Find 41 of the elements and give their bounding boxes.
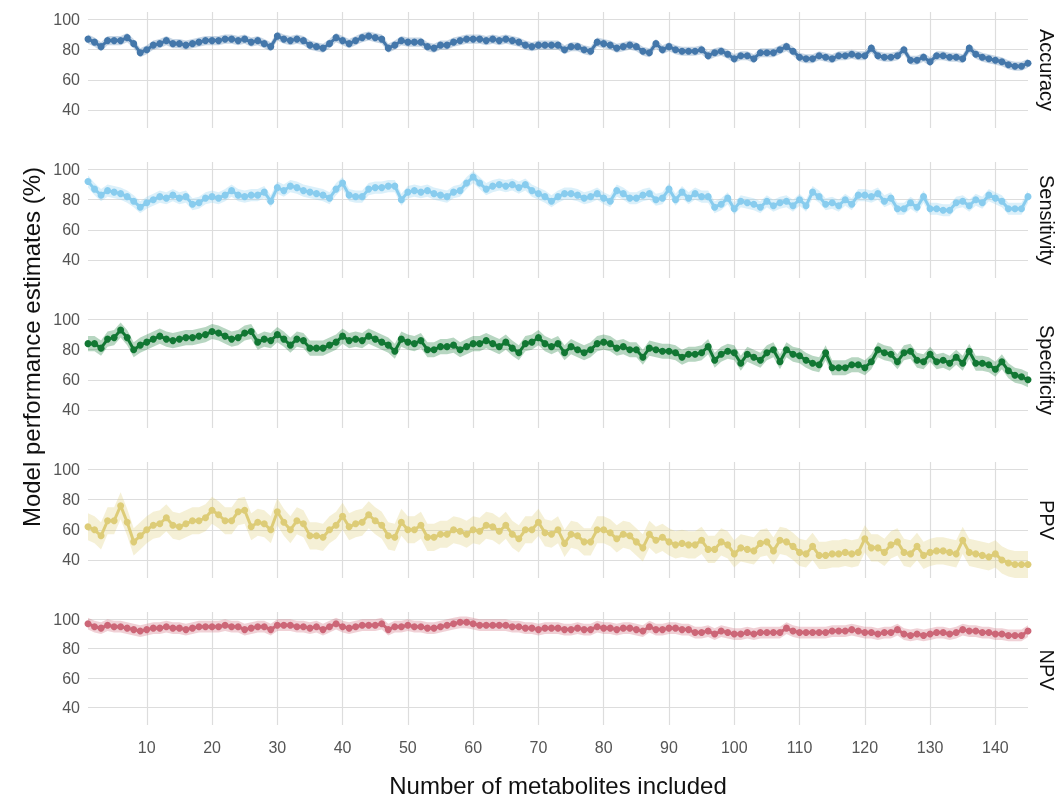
- x-tick-label: 30: [268, 738, 287, 756]
- x-tick-label: 130: [916, 738, 944, 756]
- y-tick-label: 40: [62, 551, 81, 569]
- x-tick-label: 90: [660, 738, 678, 756]
- y-axis-title: Model performance estimates (%): [18, 166, 46, 528]
- x-tick-label: 50: [398, 738, 417, 756]
- y-tick-label: 80: [62, 41, 81, 59]
- y-tick-label: 80: [62, 640, 81, 658]
- y-tick-label: 40: [62, 401, 81, 419]
- y-tick-label: 100: [53, 11, 81, 29]
- y-tick-label: 40: [62, 101, 81, 119]
- x-tick-label: 110: [786, 738, 813, 756]
- text: PPV: [1036, 499, 1058, 541]
- y-tick-label: 100: [53, 311, 81, 329]
- y-tick-label: 80: [62, 491, 81, 509]
- x-tick-label: 120: [851, 738, 879, 756]
- x-tick-label: 60: [464, 738, 483, 756]
- y-tick-label: 60: [62, 521, 81, 539]
- x-axis-title: Number of metabolites included: [389, 771, 727, 799]
- text: Specificity: [1036, 324, 1058, 416]
- y-tick-label: 80: [62, 341, 81, 359]
- x-tick-label: 40: [333, 738, 352, 756]
- y-tick-label: 80: [62, 191, 81, 209]
- text: Accuracy: [1036, 28, 1058, 112]
- x-tick-label: 100: [720, 738, 748, 756]
- y-tick-label: 40: [62, 251, 81, 269]
- y-tick-label: 60: [62, 371, 81, 389]
- x-tick-label: 80: [594, 738, 613, 756]
- y-tick-label: 60: [62, 71, 81, 89]
- y-tick-label: 100: [53, 461, 81, 479]
- text: Sensitivity: [1036, 174, 1058, 266]
- y-tick-label: 60: [62, 221, 81, 239]
- x-tick-label: 140: [982, 738, 1009, 756]
- x-tick-label: 70: [529, 738, 548, 756]
- text: NPV: [1036, 649, 1058, 692]
- x-tick-label: 20: [203, 738, 222, 756]
- y-tick-label: 100: [53, 161, 81, 179]
- y-tick-label: 60: [62, 669, 81, 687]
- y-tick-label: 100: [53, 610, 81, 628]
- x-tick-label: 10: [137, 738, 156, 756]
- y-tick-label: 40: [62, 698, 81, 716]
